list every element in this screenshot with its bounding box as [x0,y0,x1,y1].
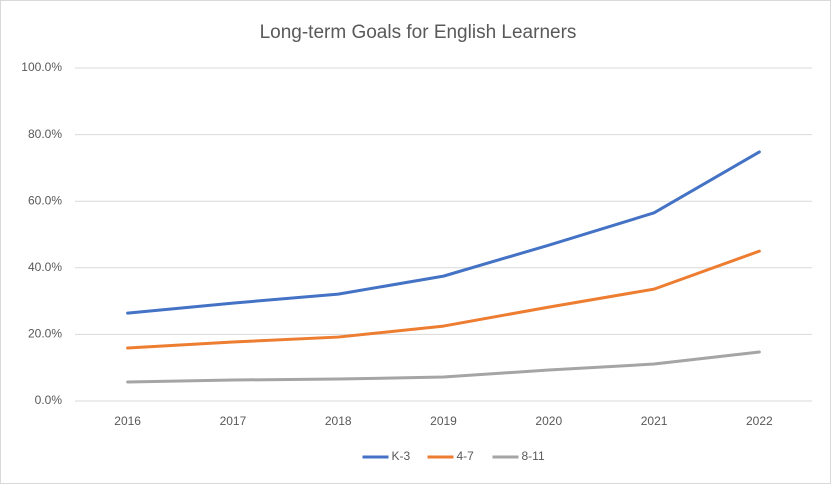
series-line [126,350,761,384]
x-tick-label: 2017 [220,414,247,428]
y-tick-label: 20.0% [28,327,62,341]
x-tick-label: 2018 [325,414,352,428]
series-line [126,150,761,315]
y-tick-label: 60.0% [28,193,62,207]
y-tick-label: 40.0% [28,260,62,274]
legend-label: 8-11 [522,449,545,463]
x-tick-label: 2016 [114,414,141,428]
x-tick-label: 2021 [641,414,668,428]
y-tick-label: 100.0% [21,60,62,74]
legend-label: K-3 [392,449,411,463]
y-tick-label: 80.0% [28,127,62,141]
chart-title: Long-term Goals for English Learners [260,22,577,43]
x-tick-label: 2019 [430,414,457,428]
x-tick-label: 2022 [746,414,773,428]
y-tick-label: 0.0% [35,393,63,407]
legend-label: 4-7 [457,449,475,463]
series-line [126,249,761,350]
x-tick-label: 2020 [535,414,562,428]
